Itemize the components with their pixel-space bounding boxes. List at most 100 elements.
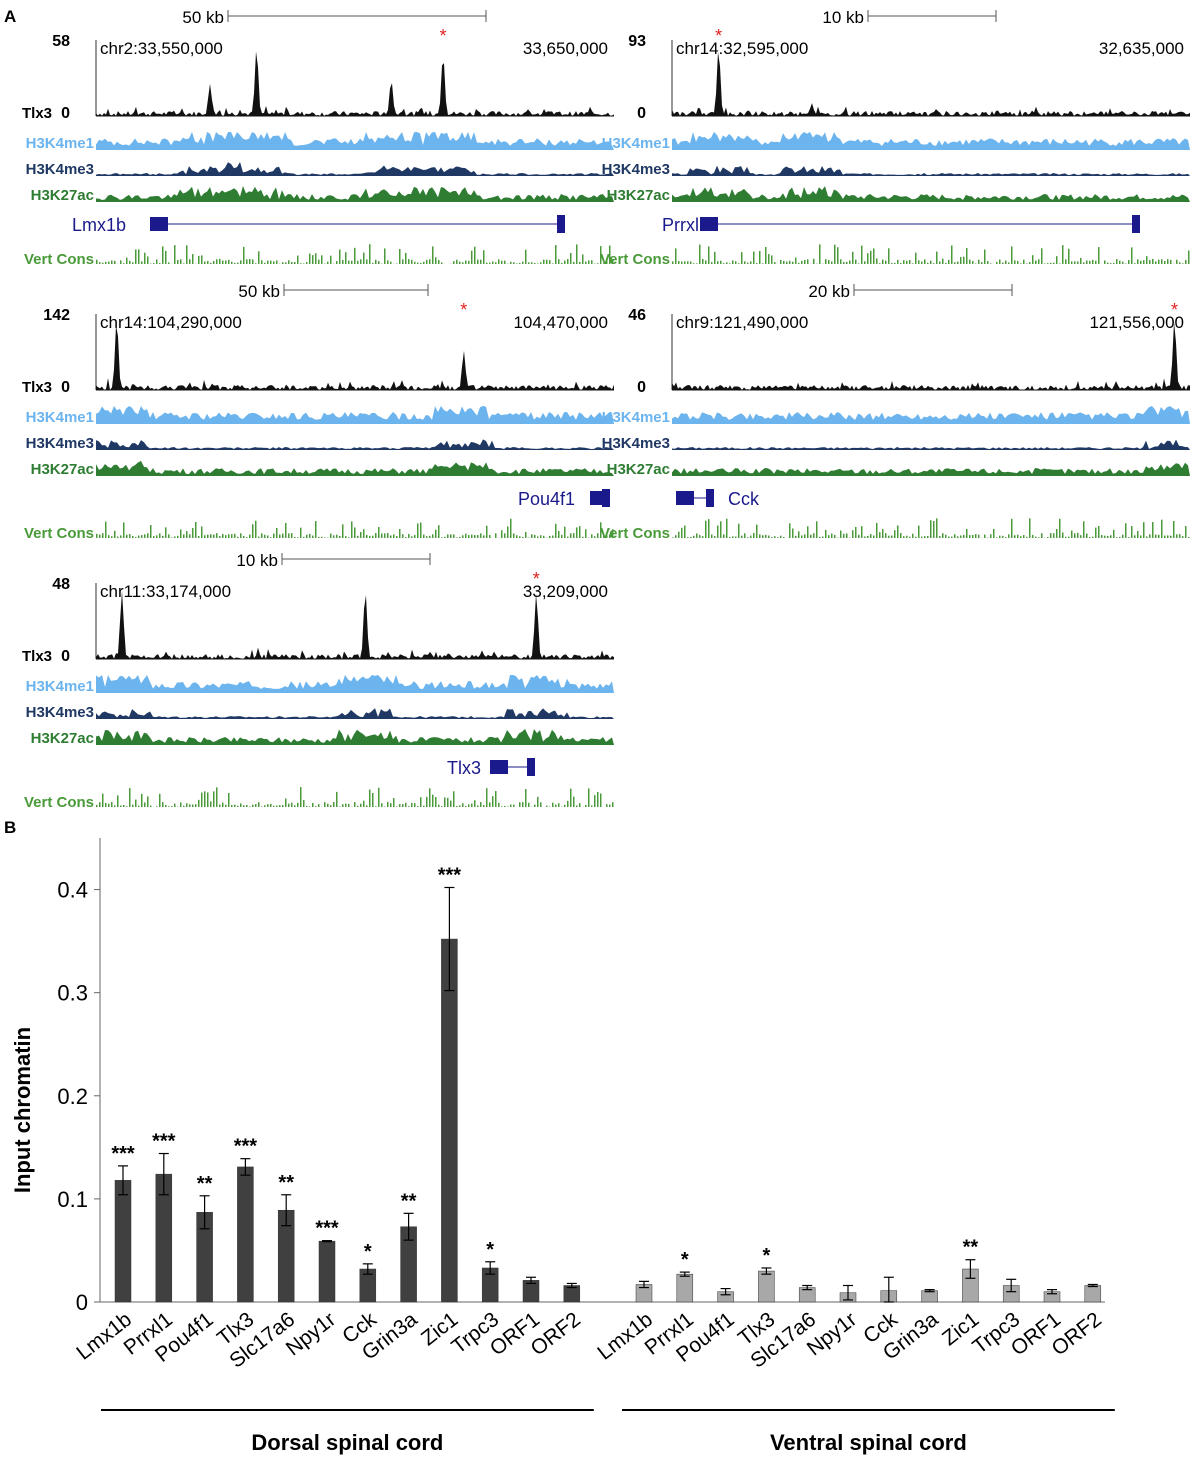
cons-bar (936, 251, 938, 264)
cons-bar (159, 533, 161, 538)
cons-bar (675, 535, 677, 538)
cons-bar (456, 259, 458, 264)
cons-bar (570, 533, 572, 538)
cons-bar (363, 800, 365, 807)
cons-bar (966, 248, 968, 264)
cons-bar (555, 804, 557, 807)
cons-bar (810, 534, 812, 538)
cons-bar (381, 803, 383, 807)
cons-bar (357, 260, 359, 264)
cons-bar (582, 536, 584, 538)
cons-bar (936, 518, 938, 538)
cons-bar (117, 536, 119, 538)
cons-bar (222, 534, 224, 538)
cons-bar (102, 262, 104, 264)
cons-bar (1032, 255, 1034, 264)
cons-bar (717, 261, 719, 264)
cons-bar (762, 263, 764, 264)
cons-bar (1140, 535, 1142, 538)
cons-bar (771, 255, 773, 264)
track-label-ac: H3K27ac (31, 187, 94, 204)
cons-bar (525, 531, 527, 538)
cons-bar (801, 535, 803, 538)
me3-track (672, 165, 1190, 176)
coord-right: 33,209,000 (523, 582, 608, 601)
cons-bar (1182, 263, 1184, 264)
cons-bar (1125, 523, 1127, 538)
cons-bar (324, 802, 326, 807)
cons-bar (318, 536, 320, 538)
cons-bar (171, 806, 173, 807)
cons-bar (834, 534, 836, 538)
cons-bar (150, 525, 152, 538)
cons-bar (423, 534, 425, 538)
cons-bar (1020, 263, 1022, 264)
cons-bar (1095, 527, 1097, 538)
cons-bar (387, 533, 389, 538)
cons-bar (897, 525, 899, 538)
coord-left: chr2:33,550,000 (100, 39, 223, 58)
cons-bar (531, 262, 533, 264)
cons-bar (303, 263, 305, 264)
cons-bar (219, 536, 221, 538)
cons-bar (147, 796, 149, 807)
cons-bar (501, 806, 503, 807)
cons-bar (714, 536, 716, 538)
significance-label: *** (111, 1143, 135, 1165)
track-label-cons: Vert Cons (24, 251, 94, 268)
cons-bar (1017, 534, 1019, 538)
cons-bar (501, 530, 503, 538)
cons-bar (924, 259, 926, 264)
cons-bar (1059, 518, 1061, 538)
cons-bar (390, 803, 392, 807)
cons-bar (138, 535, 140, 538)
cons-bar (885, 533, 887, 538)
cons-bar (420, 797, 422, 807)
cons-bar (537, 536, 539, 538)
cons-bar (612, 529, 614, 538)
cons-bar (396, 806, 398, 807)
y-axis-label: Input chromatin (10, 1027, 35, 1193)
cons-bar (603, 535, 605, 538)
cons-bar (246, 259, 248, 264)
cons-bar (687, 537, 689, 538)
significance-label: ** (278, 1172, 294, 1194)
cons-bar (111, 260, 113, 264)
cons-bar (600, 793, 602, 807)
cons-bar (567, 258, 569, 264)
cons-bar (234, 533, 236, 538)
cons-bar (789, 260, 791, 264)
cons-bar (687, 261, 689, 264)
ymin-label: 0 (637, 105, 646, 122)
cons-bar (141, 535, 143, 538)
cons-bar (300, 527, 302, 538)
cons-bar (465, 260, 467, 264)
cons-bar (885, 260, 887, 264)
tlx3-signal (96, 325, 614, 390)
cons-bar (342, 259, 344, 264)
cons-bar (240, 260, 242, 264)
cons-bar (468, 260, 470, 264)
cons-bar (312, 535, 314, 538)
track-label-cons: Vert Cons (24, 794, 94, 811)
cons-bar (426, 796, 428, 807)
coord-right: 33,650,000 (523, 39, 608, 58)
cons-bar (387, 260, 389, 264)
cons-bar (1050, 533, 1052, 538)
cons-bar (1185, 526, 1187, 538)
cons-bar (132, 804, 134, 807)
cons-bar (123, 263, 125, 264)
cons-bar (912, 533, 914, 538)
cons-bar (234, 262, 236, 264)
cons-bar (225, 535, 227, 538)
cons-bar (291, 262, 293, 264)
cons-bar (150, 805, 152, 807)
cons-bar (954, 534, 956, 538)
cons-bar (225, 260, 227, 264)
cons-bar (1047, 263, 1049, 264)
cons-bar (174, 536, 176, 538)
cons-bar (705, 260, 707, 264)
cons-bar (852, 251, 854, 264)
gene-label: Lmx1b (72, 215, 126, 235)
ac-track (672, 186, 1190, 202)
